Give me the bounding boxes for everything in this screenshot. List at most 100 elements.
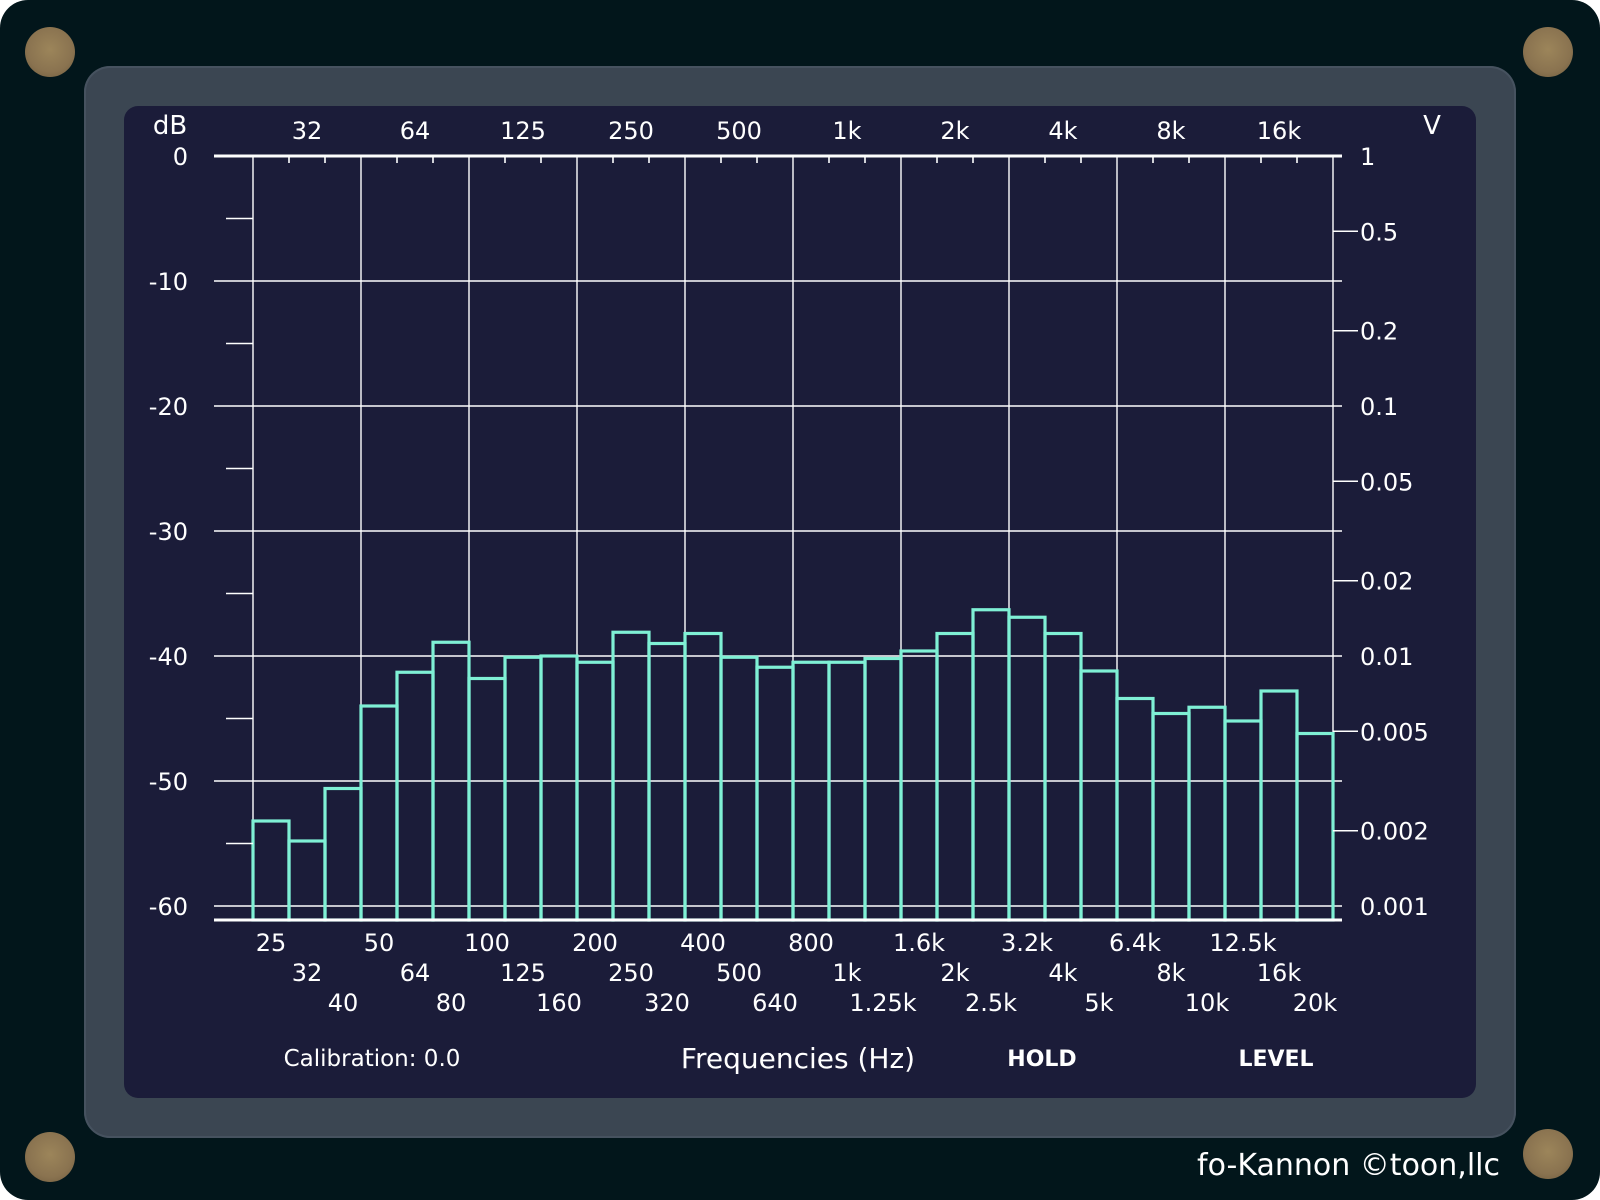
bottom-frequency-label: 160	[536, 989, 582, 1017]
top-frequency-label: 8k	[1156, 117, 1185, 145]
bottom-frequency-label: 32	[292, 959, 323, 987]
bottom-frequency-label: 5k	[1084, 989, 1113, 1017]
bottom-frequency-label: 40	[328, 989, 359, 1017]
bar	[791, 660, 831, 922]
bar	[719, 655, 759, 922]
v-tick-label: 0.5	[1360, 218, 1398, 246]
bottom-frequency-label: 1.25k	[849, 989, 916, 1017]
bottom-frequency-label: 20k	[1293, 989, 1338, 1017]
screw-top-left-icon	[25, 27, 75, 77]
v-tick-label: 0.1	[1360, 393, 1398, 421]
bar	[323, 786, 363, 922]
db-tick-label: -20	[149, 393, 188, 421]
y2-axis-label: V	[1423, 111, 1441, 141]
bar	[1079, 669, 1119, 922]
bar	[1043, 631, 1083, 922]
top-frequency-label: 250	[608, 117, 654, 145]
screw-bottom-left-icon	[25, 1132, 75, 1182]
top-frequency-label: 32	[292, 117, 323, 145]
bottom-frequency-label: 80	[436, 989, 467, 1017]
top-frequency-label: 64	[400, 117, 431, 145]
bottom-frequency-label: 10k	[1185, 989, 1230, 1017]
bar	[1115, 696, 1155, 922]
v-tick-label: 1	[1360, 143, 1375, 171]
y-axis-label: dB	[153, 111, 187, 141]
db-tick-label: -30	[149, 518, 188, 546]
bottom-frequency-label: 6.4k	[1109, 929, 1161, 957]
bar	[575, 660, 615, 922]
top-frequency-label: 4k	[1048, 117, 1077, 145]
bottom-frequency-label: 320	[644, 989, 690, 1017]
bottom-frequency-label: 16k	[1257, 959, 1302, 987]
bottom-frequency-label: 8k	[1156, 959, 1185, 987]
bottom-frequency-label: 2k	[940, 959, 969, 987]
bottom-frequency-label: 250	[608, 959, 654, 987]
v-tick-label: 0.02	[1360, 568, 1413, 596]
db-tick-label: -10	[149, 268, 188, 296]
bar	[251, 819, 291, 922]
bar	[1295, 731, 1335, 922]
bar	[1259, 689, 1299, 922]
bottom-frequency-label: 100	[464, 929, 510, 957]
v-tick-label: 0.05	[1360, 468, 1413, 496]
spectrum-chart: 0 -10 -20 -30 -40 -50 -60 1 0.5 0.2 0.1 0.05 0.02 0.0…	[149, 111, 1441, 1075]
bottom-frequency-label: 800	[788, 929, 834, 957]
db-tick-label: 0	[173, 143, 188, 171]
v-tick-label: 0.01	[1360, 643, 1413, 671]
bar	[827, 660, 867, 922]
top-frequency-label: 16k	[1257, 117, 1302, 145]
bottom-frequency-label: 50	[364, 929, 395, 957]
axes: 0 -10 -20 -30 -40 -50 -60 1 0.5 0.2 0.1 0.05 0.02 0.0…	[149, 117, 1429, 1017]
bottom-frequency-label: 1k	[832, 959, 861, 987]
db-tick-label: -50	[149, 768, 188, 796]
screw-bottom-right-icon	[1523, 1129, 1573, 1179]
top-frequency-label: 500	[716, 117, 762, 145]
bar	[1223, 719, 1263, 922]
db-tick-label: -40	[149, 643, 188, 671]
bar	[935, 631, 975, 922]
hold-button[interactable]: HOLD	[1007, 1047, 1076, 1072]
db-tick-label: -60	[149, 893, 188, 921]
bar	[755, 665, 795, 922]
bar	[359, 704, 399, 922]
calibration-readout: Calibration: 0.0	[284, 1046, 461, 1072]
bar	[899, 649, 939, 922]
top-frequency-label: 2k	[940, 117, 969, 145]
bottom-frequency-label: 500	[716, 959, 762, 987]
level-button[interactable]: LEVEL	[1238, 1047, 1313, 1072]
bottom-frequency-label: 125	[500, 959, 546, 987]
screw-top-right-icon	[1523, 27, 1573, 77]
v-tick-label: 0.002	[1360, 818, 1429, 846]
bottom-frequency-label: 4k	[1048, 959, 1077, 987]
brand-label: fo-Kannon ©toon,llc	[1197, 1148, 1500, 1183]
bar	[683, 631, 723, 922]
v-tick-label: 0.001	[1360, 893, 1429, 921]
top-frequency-label: 125	[500, 117, 546, 145]
x-axis-label: Frequencies (Hz)	[681, 1042, 915, 1075]
bottom-frequency-label: 3.2k	[1001, 929, 1053, 957]
bar	[1187, 705, 1227, 922]
bar	[395, 670, 435, 922]
top-frequency-label: 1k	[832, 117, 861, 145]
bottom-frequency-label: 400	[680, 929, 726, 957]
bottom-frequency-label: 12.5k	[1209, 929, 1276, 957]
v-tick-label: 0.2	[1360, 318, 1398, 346]
bar	[611, 630, 651, 922]
bottom-frequency-label: 2.5k	[965, 989, 1017, 1017]
v-tick-label: 0.005	[1360, 718, 1429, 746]
bar	[503, 655, 543, 922]
bar	[467, 676, 507, 922]
bottom-frequency-label: 64	[400, 959, 431, 987]
bar	[539, 654, 579, 922]
grid	[214, 156, 1342, 920]
bar	[1151, 711, 1191, 922]
bottom-frequency-label: 25	[256, 929, 287, 957]
analyzer-screen: 0 -10 -20 -30 -40 -50 -60 1 0.5 0.2 0.1 0.05 0.02 0.0…	[124, 106, 1476, 1098]
bar	[647, 641, 687, 922]
bar	[287, 839, 327, 922]
bar	[1007, 615, 1047, 922]
bottom-frequency-label: 1.6k	[893, 929, 945, 957]
bottom-frequency-label: 640	[752, 989, 798, 1017]
bottom-frequency-label: 200	[572, 929, 618, 957]
